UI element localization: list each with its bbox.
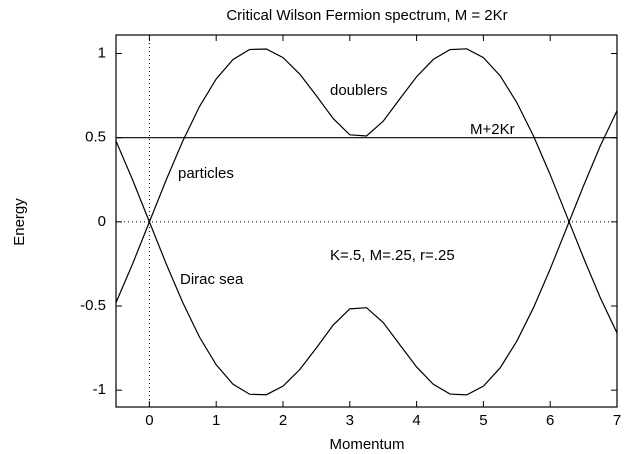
annotation: doublers xyxy=(330,82,388,99)
x-tick-label: 3 xyxy=(346,412,354,429)
x-tick-label: 6 xyxy=(546,412,554,429)
y-axis-label: Energy xyxy=(11,198,28,246)
hline-label: M+2Kr xyxy=(470,121,515,138)
x-tick-label: 5 xyxy=(479,412,487,429)
x-tick-label: 7 xyxy=(613,412,621,429)
x-tick-label: 2 xyxy=(279,412,287,429)
series-line xyxy=(115,110,618,396)
x-tick-label: 4 xyxy=(412,412,420,429)
y-tick-label: 0.5 xyxy=(85,129,106,146)
annotation: K=.5, M=.25, r=.25 xyxy=(330,247,455,264)
chart-title: Critical Wilson Fermion spectrum, M = 2K… xyxy=(226,7,507,24)
series-line xyxy=(115,48,618,334)
y-tick-label: 1 xyxy=(98,44,106,61)
x-tick-label: 1 xyxy=(212,412,220,429)
plot-frame xyxy=(115,34,618,408)
x-axis-label: Momentum xyxy=(329,436,404,453)
y-tick-label: -0.5 xyxy=(80,297,106,314)
y-tick-label: -1 xyxy=(93,381,106,398)
x-tick-label: 0 xyxy=(145,412,153,429)
y-tick-label: 0 xyxy=(98,213,106,230)
annotation: Dirac sea xyxy=(180,271,244,288)
annotation: particles xyxy=(178,165,234,182)
